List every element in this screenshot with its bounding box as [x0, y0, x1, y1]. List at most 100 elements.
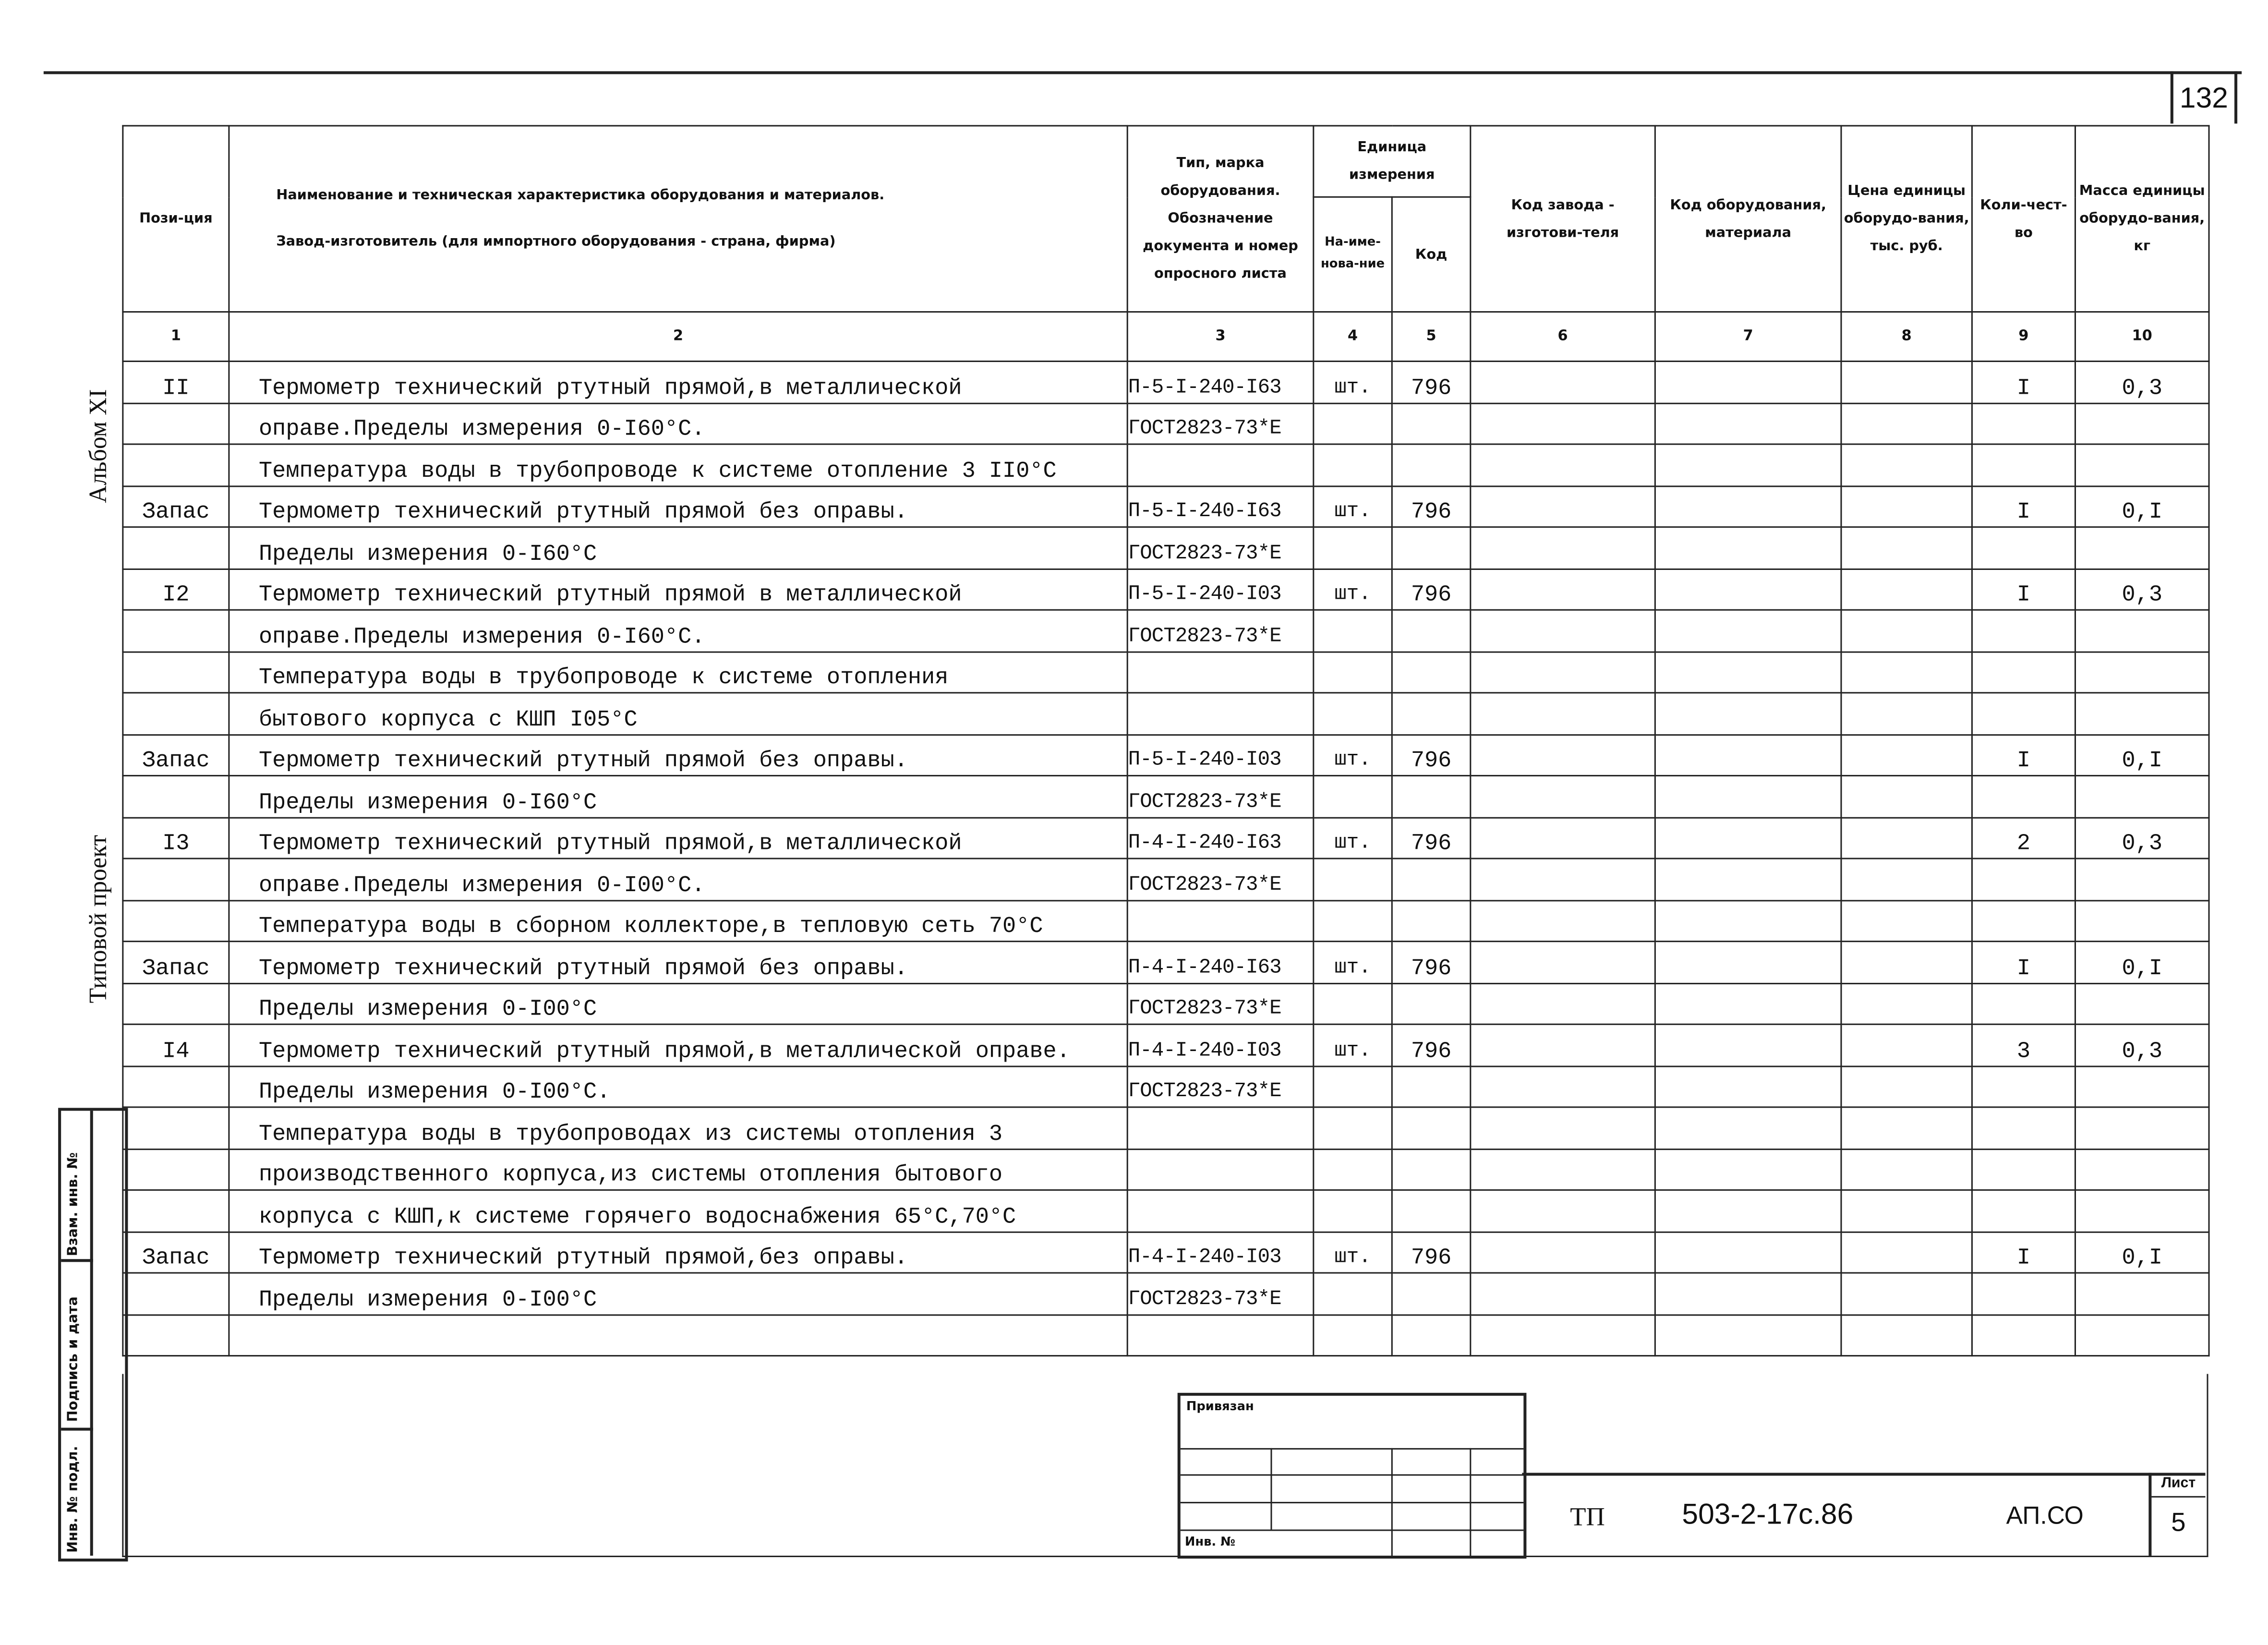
table-row: Пределы измерения 0-I00°C ГОСТ2823-73*Е [122, 1272, 2210, 1315]
left-approval-strip: Взам. инв. № Подпись и дата Инв. № подл. [58, 1108, 128, 1562]
header-name-line1: Наименование и техническая характеристик… [276, 187, 885, 203]
table-row: II Термометр технический ртутный прямой,в… [122, 360, 2210, 404]
unit-code-cell: 796 [1391, 816, 1472, 859]
lower-frame [122, 1374, 2208, 1557]
price-cell [1840, 733, 1973, 776]
specification-table: Пози-ция Наименование и техническая хара… [122, 125, 2210, 1357]
mass-cell [2074, 982, 2210, 1025]
header-manufacturer-code: Код завода - изготови-теля [1470, 125, 1656, 313]
table-row: Запас Термометр технический ртутный прямо… [122, 941, 2210, 984]
unit-name-cell: шт. [1313, 816, 1393, 859]
column-number: 4 [1313, 311, 1393, 362]
price-cell [1840, 651, 1973, 694]
quantity-cell [1971, 774, 2076, 818]
unit-code-cell [1391, 982, 1472, 1025]
unit-code-cell: 796 [1391, 733, 1472, 776]
unit-name-cell: шт. [1313, 1231, 1393, 1274]
mass-cell [2074, 1272, 2210, 1315]
manufacturer-code-cell [1470, 899, 1656, 943]
quantity-cell [1971, 1189, 2076, 1233]
quantity-cell: I [1971, 484, 2076, 528]
header-row: Пози-ция Наименование и техническая хара… [122, 125, 2210, 313]
name-cell: Термометр технический ртутный прямой,в м… [228, 360, 1128, 404]
table-row: I4 Термометр технический ртутный прямой,в… [122, 1023, 2210, 1067]
equipment-code-cell [1654, 1106, 1842, 1149]
unit-name-cell [1313, 899, 1393, 943]
mass-cell [2074, 651, 2210, 694]
manufacturer-code-cell [1470, 1313, 1656, 1357]
sheet-cell: Лист 5 [2148, 1473, 2206, 1556]
unit-code-cell [1391, 402, 1472, 445]
equipment-code-cell [1654, 1272, 1842, 1315]
quantity-cell [1971, 526, 2076, 569]
mass-cell [2074, 1106, 2210, 1149]
column-number-row: 1 2 3 4 5 6 7 8 9 10 [122, 311, 2210, 362]
equipment-code-cell [1654, 526, 1842, 569]
equipment-code-cell [1654, 1313, 1842, 1357]
manufacturer-code-cell [1470, 692, 1656, 735]
unit-name-cell [1313, 526, 1393, 569]
table-row: Запас Термометр технический ртутный прямо… [122, 733, 2210, 776]
mass-cell: 0,I [2074, 941, 2210, 984]
manufacturer-code-cell [1470, 941, 1656, 984]
quantity-cell: I [1971, 1231, 2076, 1274]
manufacturer-code-cell [1470, 1272, 1656, 1315]
price-cell [1840, 526, 1973, 569]
album-label: Альбом XI [84, 389, 112, 503]
manufacturer-code-cell [1470, 858, 1656, 901]
unit-code-cell [1391, 609, 1472, 653]
type-cell [1126, 1106, 1315, 1149]
type-cell: П-4-I-240-I63 [1126, 816, 1315, 859]
header-unit-group: Единица измерения [1313, 125, 1472, 198]
equipment-code-cell [1654, 899, 1842, 943]
name-cell: Пределы измерения 0-I00°C [228, 1272, 1128, 1315]
equipment-code-cell [1654, 443, 1842, 486]
quantity-cell [1971, 858, 2076, 901]
manufacturer-code-cell [1470, 1148, 1656, 1191]
position-cell [122, 982, 230, 1025]
position-cell: Запас [122, 1231, 230, 1274]
mass-cell: 0,I [2074, 1231, 2210, 1274]
type-cell: П-5-I-240-I63 [1126, 484, 1315, 528]
price-cell [1840, 484, 1973, 528]
type-cell: П-4-I-240-I03 [1126, 1023, 1315, 1067]
header-position: Пози-ция [122, 125, 230, 313]
quantity-cell [1971, 982, 2076, 1025]
unit-name-cell [1313, 1106, 1393, 1149]
type-cell [1126, 1313, 1315, 1357]
table-row: Температура воды в трубопроводе к систем… [122, 443, 2210, 486]
price-cell [1840, 982, 1973, 1025]
price-cell [1840, 816, 1973, 859]
mass-cell [2074, 1065, 2210, 1108]
position-cell [122, 609, 230, 653]
equipment-code-cell [1654, 651, 1842, 694]
type-cell: ГОСТ2823-73*Е [1126, 526, 1315, 569]
inv-number-label: Инв. № [1184, 1535, 1236, 1550]
quantity-cell [1971, 1313, 2076, 1357]
mass-cell: 0,3 [2074, 1023, 2210, 1067]
header-equipment-code: Код оборудования, материала [1654, 125, 1842, 313]
column-number: 5 [1391, 311, 1472, 362]
position-cell [122, 899, 230, 943]
attachment-stamp: Привязан Инв. № [1177, 1392, 1527, 1559]
column-number: 10 [2074, 311, 2210, 362]
manufacturer-code-cell [1470, 774, 1656, 818]
position-cell: Запас [122, 733, 230, 776]
manufacturer-code-cell [1470, 1065, 1656, 1108]
manufacturer-code-cell [1470, 360, 1656, 404]
equipment-code-cell [1654, 568, 1842, 611]
equipment-code-cell [1654, 1148, 1842, 1191]
type-cell [1126, 651, 1315, 694]
price-cell [1840, 609, 1973, 653]
type-cell: ГОСТ2823-73*Е [1126, 774, 1315, 818]
name-cell: Пределы измерения 0-I60°C [228, 526, 1128, 569]
position-cell [122, 526, 230, 569]
mass-cell [2074, 443, 2210, 486]
quantity-cell [1971, 899, 2076, 943]
mass-cell: 0,3 [2074, 816, 2210, 859]
column-number: 9 [1971, 311, 2076, 362]
header-quantity: Коли-чест-во [1971, 125, 2076, 313]
unit-code-cell [1391, 526, 1472, 569]
unit-name-cell [1313, 1065, 1393, 1108]
position-cell [122, 651, 230, 694]
